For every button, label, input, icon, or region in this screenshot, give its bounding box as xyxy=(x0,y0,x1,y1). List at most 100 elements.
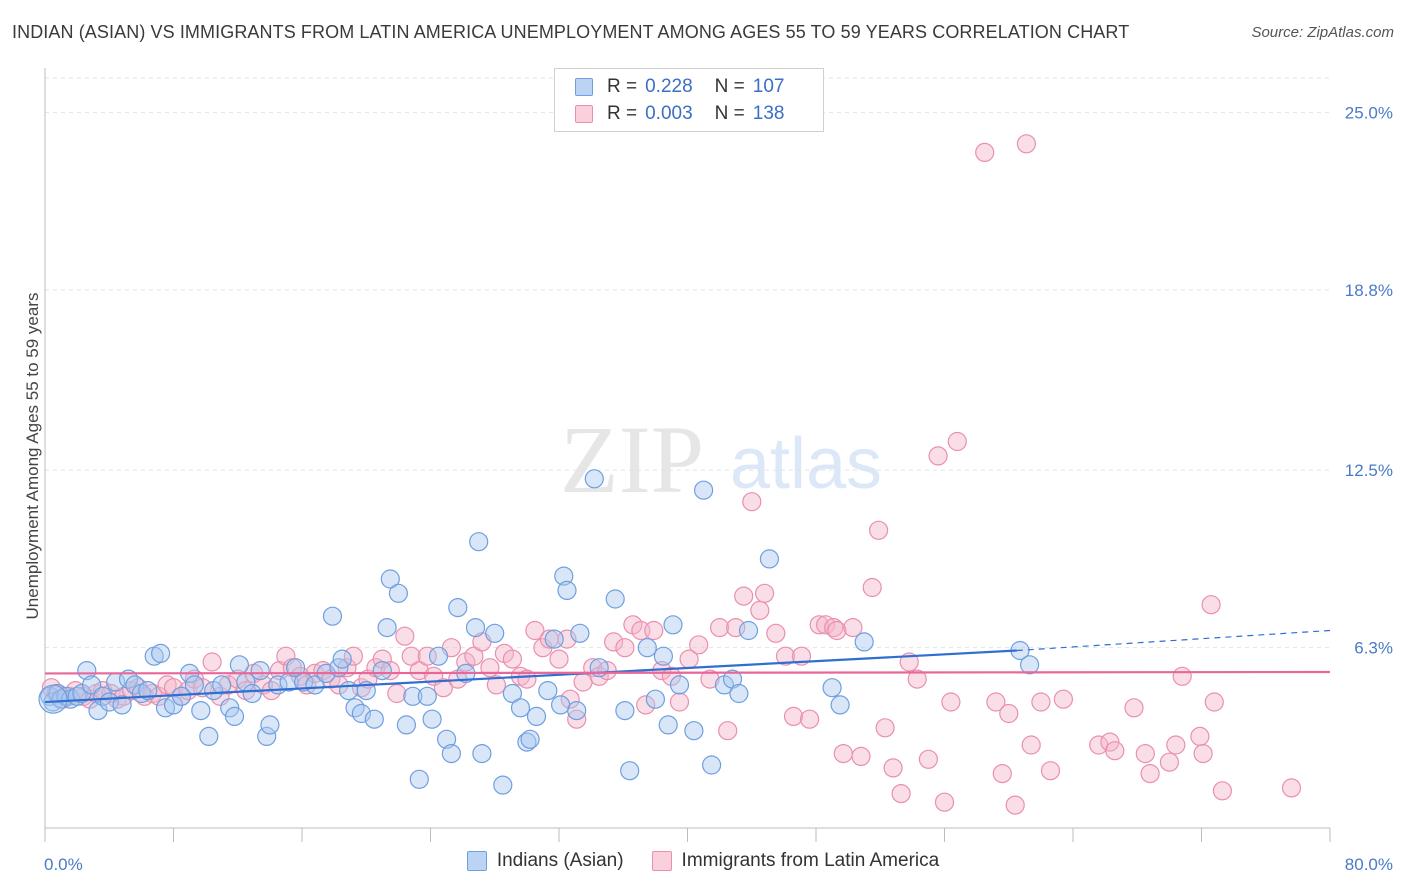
legend-swatch-blue xyxy=(575,78,593,96)
indian-asian-point xyxy=(738,620,759,641)
y-tick-label: 12.5% xyxy=(1345,461,1393,480)
indian-asian-point xyxy=(422,709,442,729)
latin-america-point xyxy=(372,649,392,669)
latin-america-point xyxy=(799,709,820,729)
y-tick-label: 25.0% xyxy=(1345,103,1393,122)
latin-america-point xyxy=(775,646,796,666)
indian-asian-point xyxy=(437,729,457,749)
indian-asian-point xyxy=(339,680,359,701)
latin-america-point xyxy=(1166,735,1186,755)
indian-asian-point xyxy=(441,743,461,764)
latin-america-point xyxy=(709,617,730,638)
indian-asian-point xyxy=(380,569,400,589)
latin-america-point xyxy=(868,520,889,540)
x-tick-labels: 0.0% 80.0% xyxy=(44,855,1393,874)
indian-asian-point xyxy=(502,683,523,704)
trend-line-indian-asian-extension xyxy=(1016,629,1331,652)
latin-america-point xyxy=(689,635,709,655)
latin-america-point xyxy=(875,718,895,738)
latin-america-point xyxy=(833,743,853,764)
legend-swatch-blue xyxy=(466,851,487,871)
latin-america-point xyxy=(560,689,580,709)
indian-asian-point xyxy=(517,732,537,752)
latin-america-point xyxy=(1281,778,1302,798)
latin-america-point xyxy=(1190,726,1210,747)
indian-asian-point xyxy=(81,675,102,695)
latin-america-point xyxy=(883,758,903,778)
legend-row-indian-asian: R = 0.228 N = 107 xyxy=(575,73,784,101)
indian-asian-point xyxy=(77,660,97,681)
indian-asian-point xyxy=(472,743,492,764)
indian-asian-point xyxy=(1019,655,1040,675)
indian-asian-point xyxy=(684,721,704,741)
latin-america-point xyxy=(401,646,421,666)
indian-asian-point xyxy=(257,726,277,747)
latin-america-point xyxy=(1159,752,1180,772)
indian-asian-point xyxy=(224,706,245,727)
latin-america-point xyxy=(502,649,523,669)
indian-asian-point xyxy=(388,583,408,603)
latin-america-point xyxy=(1124,698,1144,718)
indian-asian-point xyxy=(567,700,587,721)
watermark-atlas: atlas xyxy=(730,424,882,504)
indian-asian-point xyxy=(557,580,577,601)
indian-asian-point xyxy=(260,715,280,735)
latin-america-point xyxy=(1212,781,1233,801)
indian-asian-point xyxy=(184,675,204,695)
indian-asian-point xyxy=(151,643,171,664)
latin-america-point xyxy=(603,632,624,652)
latin-america-point xyxy=(1140,763,1160,784)
latin-america-point xyxy=(433,678,453,698)
latin-america-point xyxy=(1204,692,1224,712)
latin-america-point xyxy=(343,646,363,666)
latin-america-point xyxy=(1053,689,1074,709)
legend-item-indian-asian: Indians (Asian) xyxy=(466,850,624,872)
indian-asian-point xyxy=(822,678,842,698)
indian-asian-point xyxy=(653,646,674,666)
indian-asian-point xyxy=(428,646,449,666)
latin-america-point xyxy=(380,660,400,681)
indian-asian-point xyxy=(830,695,850,715)
indian-asian-point xyxy=(663,615,683,635)
latin-america-point xyxy=(409,660,429,681)
indian-asian-point xyxy=(526,706,547,727)
latin-america-point xyxy=(517,669,537,689)
x-tick-label: 80.0% xyxy=(1345,855,1393,874)
legend-label-indian-asian: Indians (Asian) xyxy=(496,850,624,871)
indian-asian-point xyxy=(544,629,564,649)
latin-america-point xyxy=(1040,761,1061,781)
indian-asian-point xyxy=(637,638,657,658)
indian-asian-point xyxy=(510,698,531,718)
legend-swatch-pink xyxy=(651,851,672,871)
indian-asian-point xyxy=(584,469,604,489)
latin-america-point xyxy=(862,577,882,598)
indian-asian-point xyxy=(112,695,132,715)
indian-asian-point xyxy=(38,684,68,714)
indian-asian-point xyxy=(229,655,249,675)
indian-asian-point xyxy=(520,729,540,749)
latin-america-point xyxy=(636,695,656,715)
y-tick-label: 6.3% xyxy=(1354,639,1393,658)
latin-america-point xyxy=(824,617,844,638)
indian-asian-point xyxy=(322,606,343,626)
indian-asian-point xyxy=(669,675,690,695)
latin-america-point xyxy=(734,586,754,606)
indian-asian-point xyxy=(570,623,590,643)
indian-asian-point xyxy=(199,726,219,747)
latin-america-point xyxy=(742,492,762,512)
latin-america-point xyxy=(766,623,786,643)
legend-r-label: R = xyxy=(607,76,638,97)
indian-asian-point xyxy=(485,623,505,643)
latin-america-point xyxy=(992,763,1012,784)
indian-asian-point xyxy=(722,669,743,689)
latin-america-point xyxy=(975,142,995,162)
legend-r-value: 0.228 xyxy=(645,76,693,97)
latin-america-point xyxy=(615,638,635,658)
latin-america-point xyxy=(1031,692,1051,712)
indian-asian-point xyxy=(403,686,423,706)
latin-america-point xyxy=(718,721,738,741)
legend-r-label: R = xyxy=(607,103,638,124)
indian-asian-point xyxy=(212,675,232,695)
indian-asian-point xyxy=(372,660,392,681)
trend-line-indian-asian xyxy=(44,649,1017,704)
